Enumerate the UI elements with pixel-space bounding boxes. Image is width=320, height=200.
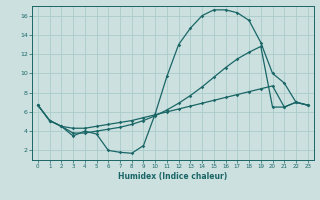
X-axis label: Humidex (Indice chaleur): Humidex (Indice chaleur) <box>118 172 228 181</box>
